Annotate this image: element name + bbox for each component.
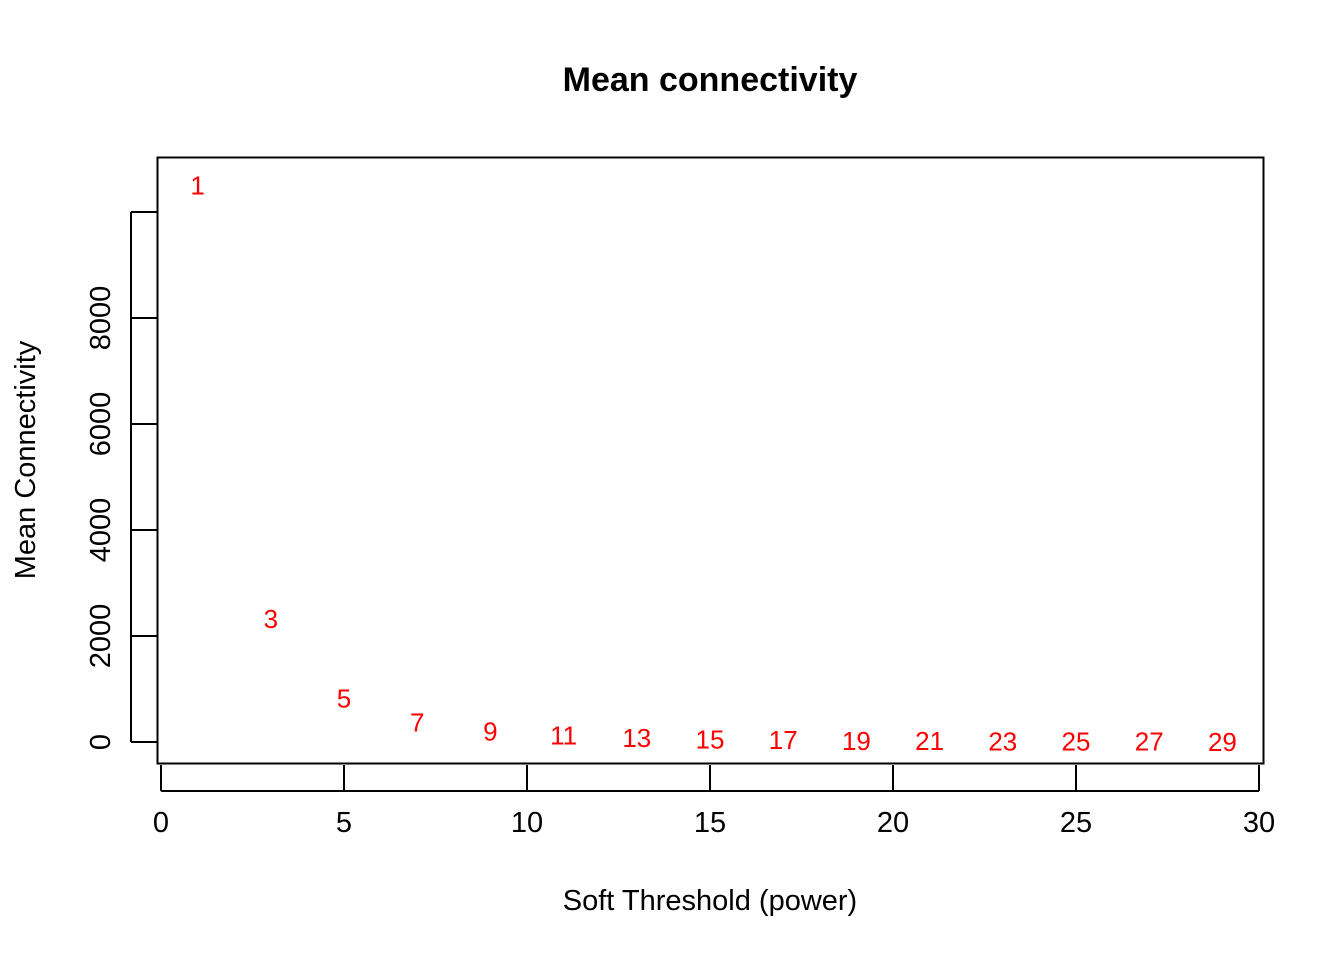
x-axis-label: Soft Threshold (power) [563, 885, 857, 917]
point-label: 17 [769, 725, 798, 755]
chart-title: Mean connectivity [563, 61, 858, 99]
y-tick-label: 6000 [85, 392, 117, 457]
point-label: 11 [550, 721, 577, 751]
y-axis: 0 2000 4000 6000 8000 [85, 211, 157, 750]
x-tick-label: 25 [1060, 807, 1092, 839]
x-tick-label: 15 [694, 807, 726, 839]
point-label: 25 [1062, 727, 1091, 757]
x-tick-label: 30 [1243, 807, 1275, 839]
y-axis-label: Mean Connectivity [10, 340, 42, 579]
point-label: 5 [337, 684, 351, 714]
point-label: 1 [190, 171, 204, 201]
x-tick-label: 0 [153, 807, 169, 839]
plot-frame [156, 156, 1265, 765]
x-tick-label: 10 [511, 807, 543, 839]
y-tick-label: 2000 [85, 604, 117, 669]
point-label: 9 [483, 716, 497, 746]
point-label: 15 [696, 724, 725, 754]
point-label: 19 [842, 726, 871, 756]
point-label: 27 [1135, 727, 1164, 757]
point-label: 23 [988, 726, 1017, 756]
x-tick-label: 20 [877, 807, 909, 839]
x-tick-label: 5 [336, 807, 352, 839]
point-label: 29 [1208, 727, 1237, 757]
x-axis: 0 5 10 15 20 25 30 [153, 765, 1275, 839]
point-label: 13 [622, 723, 651, 753]
y-tick-label: 0 [85, 734, 117, 750]
point-label: 3 [264, 604, 278, 634]
point-label: 7 [410, 707, 424, 737]
y-tick-label: 8000 [85, 286, 117, 351]
point-label: 21 [915, 726, 944, 756]
y-tick-label: 4000 [85, 498, 117, 563]
